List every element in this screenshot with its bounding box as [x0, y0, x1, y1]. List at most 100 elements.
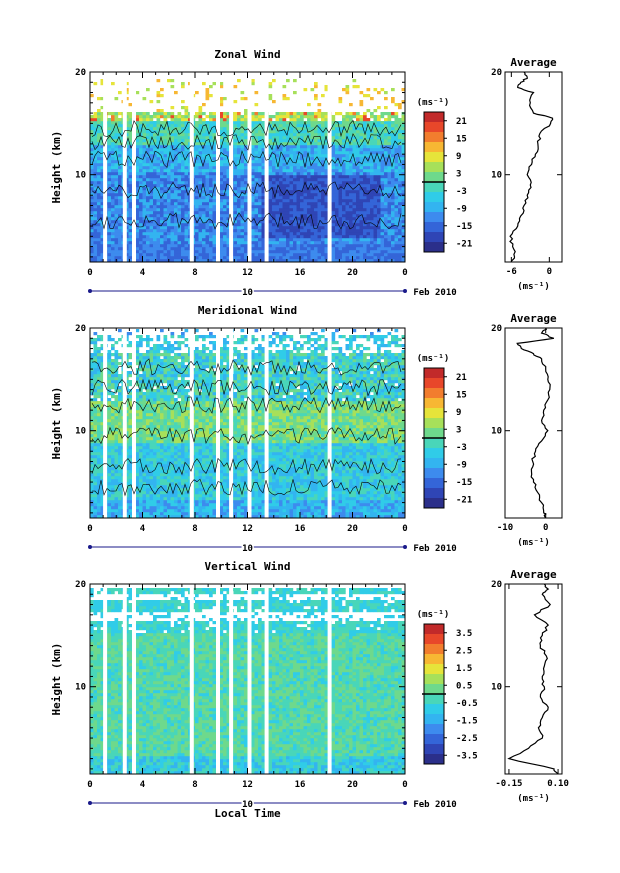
average-title: Average: [510, 56, 557, 69]
heatmap-cell: [212, 193, 217, 197]
heatmap-cell: [177, 193, 182, 197]
heatmap-cell: [167, 250, 171, 254]
heatmap-cell: [310, 193, 315, 197]
heatmap-cell: [233, 112, 238, 116]
heatmap-cell: [160, 229, 164, 233]
heatmap-cell: [97, 130, 101, 134]
heatmap-cell: [359, 223, 364, 227]
heatmap-cell: [317, 253, 322, 257]
heatmap-cell: [321, 124, 325, 128]
heatmap-cell: [289, 115, 294, 119]
heatmap-cell: [286, 232, 290, 236]
heatmap-cell: [272, 100, 276, 104]
heatmap-cell: [359, 181, 364, 185]
heatmap-cell: [198, 512, 203, 516]
heatmap-cell: [398, 121, 402, 125]
heatmap-cell: [342, 157, 346, 161]
heatmap-cell: [198, 184, 203, 188]
heatmap-cell: [286, 172, 290, 176]
heatmap-cell: [139, 238, 143, 242]
heatmap-cell: [93, 211, 98, 215]
heatmap-cell: [156, 127, 161, 131]
heatmap-cell: [324, 121, 329, 125]
heatmap-cell: [377, 172, 381, 176]
heatmap-cell: [394, 118, 399, 122]
heatmap-cell: [156, 112, 161, 116]
heatmap-cell: [279, 250, 283, 254]
heatmap-cell: [338, 256, 343, 260]
heatmap-cell: [251, 181, 255, 185]
heatmap-cell: [324, 229, 329, 233]
heatmap-cell: [170, 148, 175, 152]
heatmap-cell: [349, 214, 353, 218]
heatmap-cell: [114, 127, 119, 131]
heatmap-cell: [146, 127, 150, 131]
heatmap-cell: [303, 175, 308, 179]
heatmap-cell: [212, 145, 217, 149]
heatmap-cell: [125, 512, 129, 516]
heatmap-cell: [114, 223, 119, 227]
heatmap-cell: [254, 515, 259, 519]
heatmap-cell: [160, 163, 164, 167]
data-gap: [247, 72, 252, 262]
heatmap-cell: [93, 241, 98, 245]
heatmap-cell: [202, 187, 206, 191]
heatmap-cell: [359, 184, 364, 188]
heatmap-cell: [293, 259, 297, 263]
heatmap-cell: [258, 184, 262, 188]
heatmap-cell: [279, 139, 283, 143]
heatmap-cell: [363, 145, 367, 149]
heatmap-cell: [163, 184, 168, 188]
heatmap-cell: [254, 253, 259, 257]
heatmap-cell: [118, 145, 122, 149]
heatmap-cell: [314, 145, 318, 149]
heatmap-cell: [275, 124, 280, 128]
heatmap-cell: [310, 172, 315, 176]
heatmap-cell: [125, 148, 129, 152]
heatmap-cell: [223, 211, 227, 215]
heatmap-cell: [254, 115, 259, 119]
heatmap-cell: [93, 160, 98, 164]
heatmap-cell: [167, 232, 171, 236]
heatmap-cell: [300, 223, 304, 227]
heatmap-cell: [195, 181, 199, 185]
heatmap-cell: [370, 190, 374, 194]
heatmap-cell: [107, 190, 112, 194]
heatmap-cell: [251, 166, 255, 170]
heatmap-cell: [219, 214, 224, 218]
heatmap-cell: [314, 223, 318, 227]
x-tick-label: 0: [87, 268, 92, 278]
heatmap-cell: [261, 205, 266, 209]
heatmap-cell: [149, 148, 154, 152]
heatmap-cell: [317, 205, 322, 209]
heatmap-cell: [377, 232, 381, 236]
heatmap-cell: [153, 211, 157, 215]
heatmap-cell: [156, 163, 161, 167]
heatmap-cell: [286, 226, 290, 230]
heatmap-cell: [366, 187, 371, 191]
heatmap-cell: [349, 217, 353, 221]
heatmap-cell: [349, 235, 353, 239]
heatmap-cell: [366, 178, 371, 182]
heatmap-cell: [300, 163, 304, 167]
heatmap-cell: [181, 244, 185, 248]
heatmap-cell: [177, 175, 182, 179]
heatmap-cell: [296, 238, 301, 242]
colorbar-swatch: [424, 242, 444, 253]
heatmap-cell: [380, 196, 385, 200]
heatmap-cell: [314, 127, 318, 131]
heatmap-cell: [237, 133, 241, 137]
heatmap-cell: [251, 145, 255, 149]
heatmap-cell: [146, 175, 150, 179]
heatmap-cell: [356, 175, 360, 179]
heatmap-cell: [275, 115, 280, 119]
heatmap-cell: [139, 148, 143, 152]
heatmap-cell: [212, 115, 217, 119]
heatmap-cell: [401, 136, 406, 140]
heatmap-cell: [125, 196, 129, 200]
heatmap-cell: [303, 124, 308, 128]
heatmap-cell: [359, 187, 364, 191]
heatmap-cell: [118, 202, 122, 206]
heatmap-cell: [373, 187, 378, 191]
heatmap-cell: [303, 244, 308, 248]
